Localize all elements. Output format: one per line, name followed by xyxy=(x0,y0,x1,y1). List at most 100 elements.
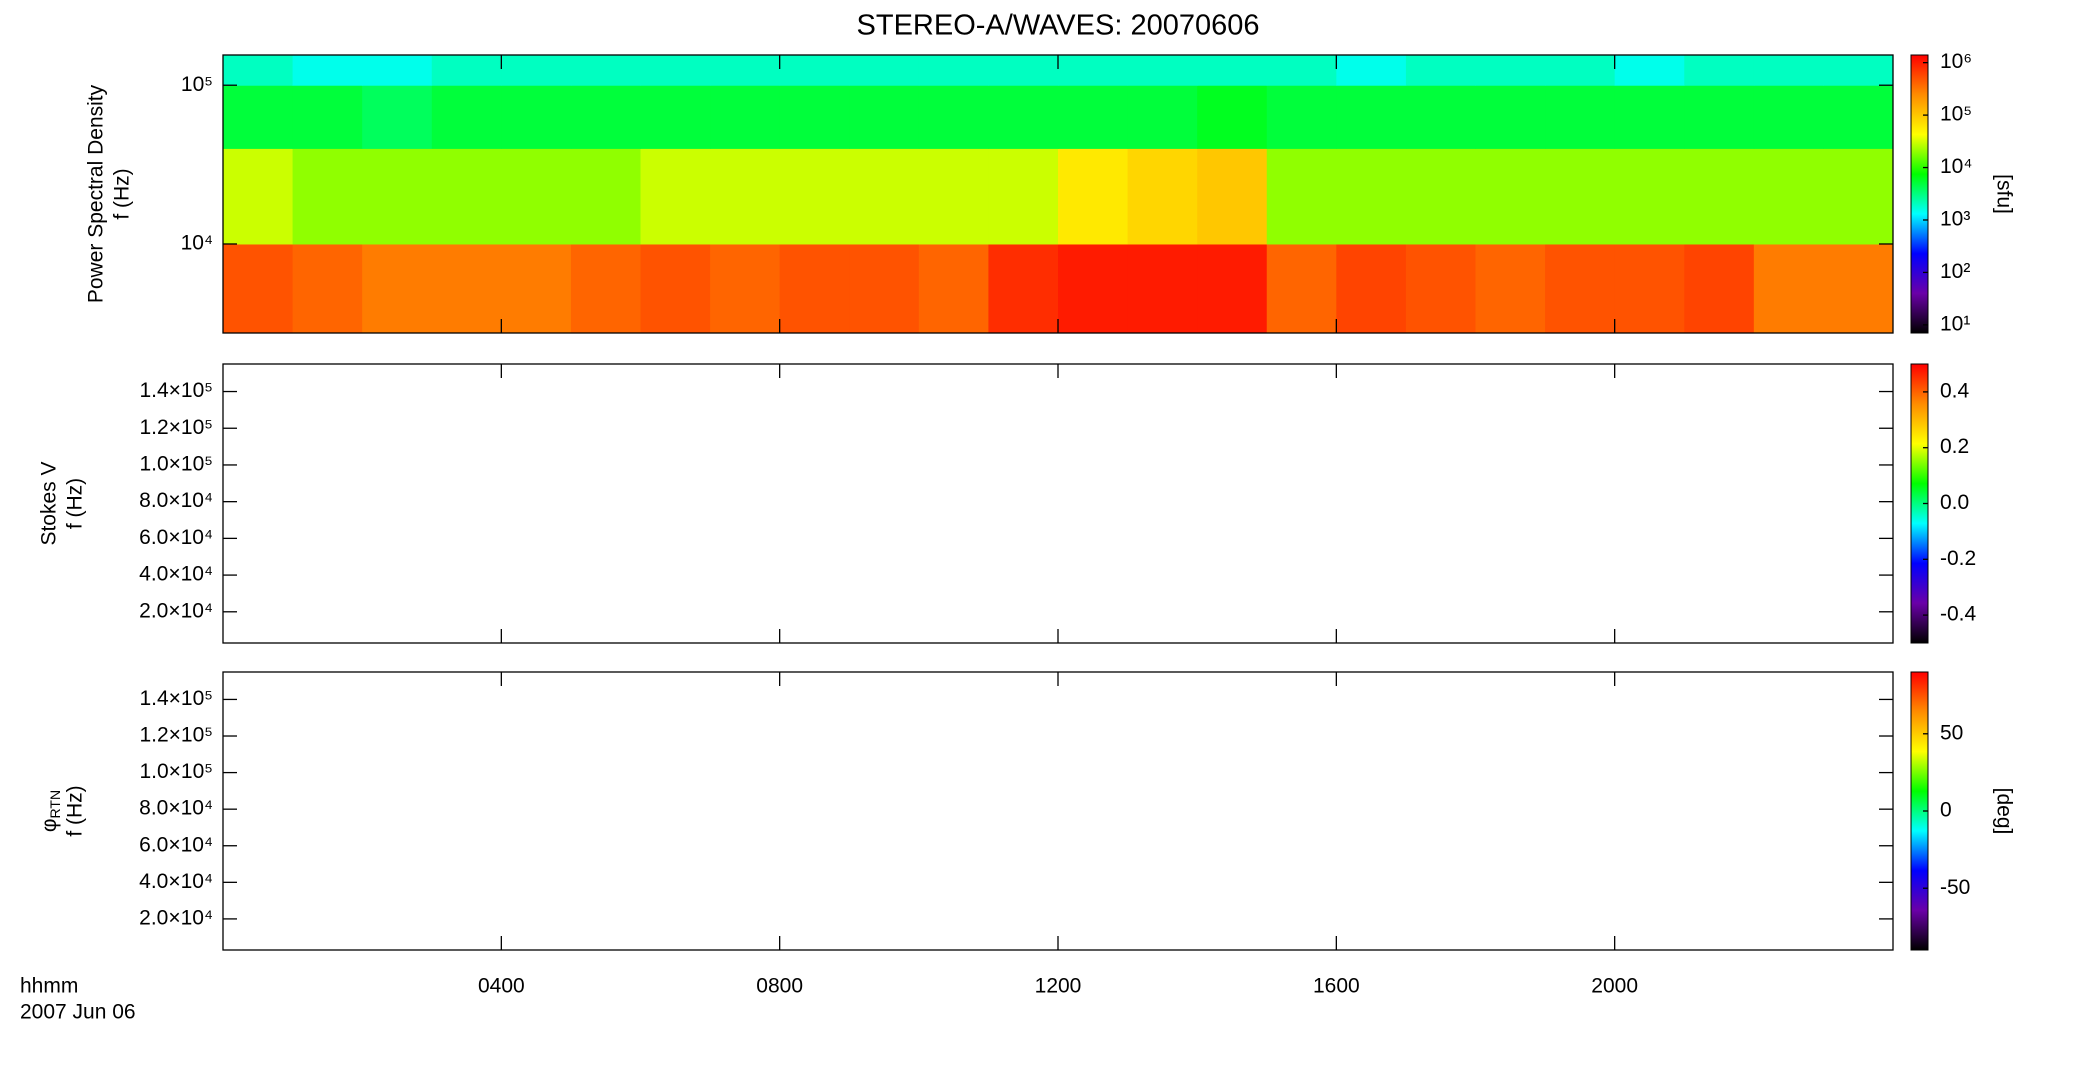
colorbar xyxy=(1910,54,1929,334)
heatmap-cell xyxy=(292,55,363,86)
heatmap-cell xyxy=(570,148,641,245)
heatmap-cell xyxy=(362,85,433,149)
y-tick-label: 1.4×10⁵ xyxy=(139,379,213,402)
heatmap-cell xyxy=(1266,85,1337,149)
heatmap-cell xyxy=(1058,85,1129,149)
heatmap-cell xyxy=(988,55,1059,86)
heatmap-cell xyxy=(1127,85,1198,149)
heatmap-cell xyxy=(431,85,502,149)
heatmap-cell xyxy=(362,55,433,86)
colorbar-tick-label: 0.2 xyxy=(1940,435,1969,458)
heatmap-cell xyxy=(710,148,781,245)
heatmap-cell xyxy=(640,85,711,149)
heatmap-cell xyxy=(710,85,781,149)
heatmap-cell xyxy=(1614,243,1685,334)
heatmap-cell xyxy=(1266,243,1337,334)
heatmap-cell xyxy=(1336,85,1407,149)
heatmap-cell xyxy=(1475,148,1546,245)
y-tick-label: 4.0×10⁴ xyxy=(139,563,213,586)
chart-title: STEREO-A/WAVES: 20070606 xyxy=(857,10,1260,42)
colorbar-tick-label: -0.4 xyxy=(1940,603,1977,626)
y-axis-label: φRTN xyxy=(38,790,63,832)
y-tick-label: 1.0×10⁵ xyxy=(139,760,213,783)
heatmap-cell xyxy=(1823,243,1894,334)
heatmap-cell xyxy=(501,148,572,245)
y-tick-label: 6.0×10⁴ xyxy=(139,833,213,856)
heatmap-cell xyxy=(570,243,641,334)
heatmap-cell xyxy=(849,55,920,86)
heatmap-cell xyxy=(1058,243,1129,334)
heatmap-cell xyxy=(501,55,572,86)
heatmap-cell xyxy=(1475,85,1546,149)
y-axis-label: Stokes V xyxy=(38,461,61,545)
y-tick-label: 6.0×10⁴ xyxy=(139,526,213,549)
heatmap-cell xyxy=(362,243,433,334)
heatmap-cell xyxy=(1684,55,1755,86)
colorbar-label: [sfu] xyxy=(1992,174,2015,214)
heatmap-cell xyxy=(362,148,433,245)
colorbar-tick-label: 10³ xyxy=(1940,208,1970,231)
y-tick-label: 1.4×10⁵ xyxy=(139,687,213,710)
heatmap-cell xyxy=(1475,55,1546,86)
x-axis-label: 2007 Jun 06 xyxy=(20,1001,136,1024)
heatmap-cell xyxy=(710,55,781,86)
x-tick-label: 2000 xyxy=(1591,975,1638,998)
heatmap-cell xyxy=(292,148,363,245)
heatmap-cell xyxy=(1614,55,1685,86)
heatmap-cell xyxy=(1753,148,1824,245)
heatmap-cell xyxy=(1545,55,1616,86)
heatmap-cell xyxy=(431,55,502,86)
heatmap-cell xyxy=(570,85,641,149)
heatmap-cell xyxy=(1197,85,1268,149)
plot-frame xyxy=(222,671,1894,951)
colorbar-tick-label: 0 xyxy=(1940,799,1952,822)
y-tick-label: 10⁵ xyxy=(181,73,213,96)
heatmap-cell xyxy=(223,55,294,86)
colorbar-label: [deg] xyxy=(1992,788,2015,835)
heatmap-cell xyxy=(849,148,920,245)
heatmap-cell xyxy=(1197,55,1268,86)
colorbar-tick-label: 50 xyxy=(1940,721,1963,744)
heatmap-cell xyxy=(1405,243,1476,334)
heatmap-cell xyxy=(1058,148,1129,245)
y-axis-label: f (Hz) xyxy=(64,785,87,836)
heatmap-cell xyxy=(779,85,850,149)
x-tick-label: 1200 xyxy=(1035,975,1082,998)
heatmap-cell xyxy=(1823,148,1894,245)
y-tick-label: 10⁴ xyxy=(181,232,213,255)
y-tick-label: 1.0×10⁵ xyxy=(139,453,213,476)
colorbar-tick-label: 10² xyxy=(1940,260,1970,283)
heatmap-cell xyxy=(849,243,920,334)
x-axis-label: hhmm xyxy=(20,975,78,998)
heatmap-cell xyxy=(918,148,989,245)
heatmap-cell xyxy=(849,85,920,149)
heatmap-cell xyxy=(1127,243,1198,334)
y-tick-label: 4.0×10⁴ xyxy=(139,870,213,893)
x-tick-label: 0800 xyxy=(756,975,803,998)
y-tick-label: 1.2×10⁵ xyxy=(139,724,213,747)
heatmap-cell xyxy=(501,243,572,334)
heatmap-cell xyxy=(292,243,363,334)
y-tick-label: 2.0×10⁴ xyxy=(139,599,213,622)
heatmap-cell xyxy=(223,85,294,149)
heatmap-cell xyxy=(640,148,711,245)
heatmap-cell xyxy=(1197,243,1268,334)
heatmap-cell xyxy=(1058,55,1129,86)
heatmap-cell xyxy=(1336,55,1407,86)
heatmap-cell xyxy=(1545,243,1616,334)
heatmap-cell xyxy=(1545,85,1616,149)
heatmap-cell xyxy=(431,148,502,245)
colorbar-tick-label: 10⁴ xyxy=(1940,155,1972,178)
heatmap-cell xyxy=(779,55,850,86)
heatmap-cell xyxy=(1753,243,1824,334)
colorbar-tick-label: 0.4 xyxy=(1940,379,1970,402)
heatmap-cell xyxy=(779,148,850,245)
colorbar-tick-label: -0.2 xyxy=(1940,547,1976,570)
colorbar-tick-label: 10⁶ xyxy=(1940,50,1972,73)
y-axis-label-subscript: RTN xyxy=(47,790,63,819)
heatmap-cell xyxy=(1266,148,1337,245)
y-tick-label: 8.0×10⁴ xyxy=(139,489,213,512)
heatmap-cell xyxy=(1614,85,1685,149)
heatmap-cell xyxy=(1197,148,1268,245)
heatmap-cell xyxy=(918,243,989,334)
